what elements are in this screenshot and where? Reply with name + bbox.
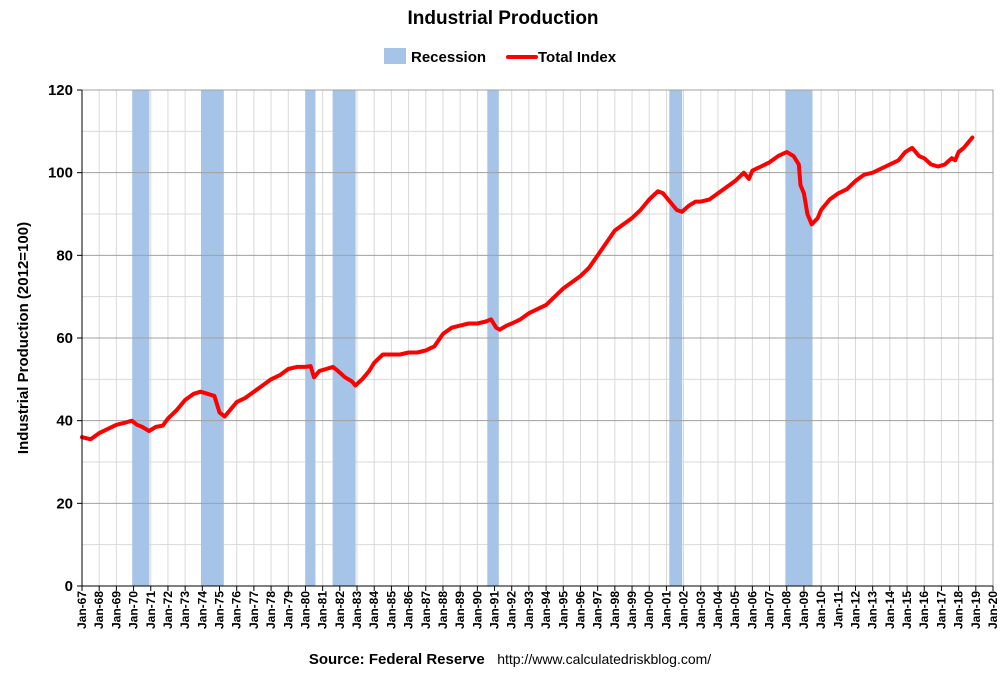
- x-tick-label: Jan-79: [281, 591, 295, 629]
- source-url[interactable]: http://www.calculatedriskblog.com/: [497, 651, 711, 667]
- y-tick-label: 120: [48, 82, 73, 99]
- x-tick-label: Jan-15: [900, 591, 914, 629]
- x-tick-label: Jan-78: [264, 591, 278, 629]
- plot-area: [80, 89, 994, 587]
- x-tick-label: Jan-68: [92, 591, 106, 629]
- x-tick-label: Jan-12: [848, 591, 862, 629]
- x-tick-label: Jan-84: [367, 591, 381, 629]
- x-tick-label: Jan-95: [556, 591, 570, 629]
- source-line: Source: Federal Reserve http://www.calcu…: [309, 651, 711, 668]
- y-axis-label: Industrial Production (2012=100): [15, 222, 32, 454]
- x-tick-label: Jan-02: [677, 591, 691, 629]
- x-tick-label: Jan-96: [573, 591, 587, 629]
- x-tick-label: Jan-03: [694, 591, 708, 629]
- x-tick-label: Jan-01: [659, 591, 673, 629]
- legend: Recession Total Index: [384, 48, 617, 66]
- major-grid: [82, 172, 993, 504]
- x-tick-label: Jan-81: [316, 591, 330, 629]
- x-tick-label: Jan-69: [109, 591, 123, 629]
- x-tick-label: Jan-82: [333, 591, 347, 629]
- x-tick-label: Jan-75: [213, 591, 227, 629]
- x-tick-label: Jan-77: [247, 591, 261, 629]
- legend-label-total-index: Total Index: [538, 49, 617, 66]
- source-label: Source: Federal Reserve: [309, 651, 485, 668]
- legend-swatch-recession: [384, 48, 406, 64]
- x-tick-label: Jan-06: [745, 591, 759, 629]
- x-tick-label: Jan-88: [436, 591, 450, 629]
- y-tick-label: 60: [56, 330, 73, 347]
- x-tick-label: Jan-08: [780, 591, 794, 629]
- x-tick-label: Jan-20: [986, 591, 1000, 629]
- x-tick-label: Jan-99: [625, 591, 639, 629]
- y-tick-label: 20: [56, 495, 73, 512]
- legend-label-recession: Recession: [411, 49, 486, 66]
- series-line-total-index: [80, 135, 975, 442]
- x-tick-label: Jan-04: [711, 591, 725, 629]
- x-tick-label: Jan-97: [591, 591, 605, 629]
- x-tick-label: Jan-19: [969, 591, 983, 629]
- x-tick-label: Jan-83: [350, 591, 364, 629]
- x-tick-label: Jan-86: [402, 591, 416, 629]
- x-tick-label: Jan-90: [470, 591, 484, 629]
- x-tick-label: Jan-16: [917, 591, 931, 629]
- x-tick-label: Jan-73: [178, 591, 192, 629]
- x-tick-label: Jan-07: [763, 591, 777, 629]
- y-tick-label: 100: [48, 165, 73, 182]
- x-tick-label: Jan-92: [505, 591, 519, 629]
- y-tick-labels: 0 20 40 60 80 100 120: [48, 82, 82, 595]
- x-tick-label: Jan-80: [298, 591, 312, 629]
- x-tick-label: Jan-70: [127, 591, 141, 629]
- x-tick-label: Jan-89: [453, 591, 467, 629]
- x-tick-label: Jan-17: [934, 591, 948, 629]
- x-tick-label: Jan-00: [642, 591, 656, 629]
- x-tick-label: Jan-13: [866, 591, 880, 629]
- y-tick-label: 0: [65, 578, 73, 595]
- x-tick-label: Jan-09: [797, 591, 811, 629]
- x-tick-label: Jan-14: [883, 591, 897, 629]
- x-tick-label: Jan-91: [488, 591, 502, 629]
- x-tick-label: Jan-10: [814, 591, 828, 629]
- x-tick-label: Jan-67: [75, 591, 89, 629]
- chart-title: Industrial Production: [407, 8, 598, 29]
- x-tick-label: Jan-76: [230, 591, 244, 629]
- x-tick-label: Jan-18: [952, 591, 966, 629]
- x-tick-label: Jan-85: [384, 591, 398, 629]
- x-tick-label: Jan-05: [728, 591, 742, 629]
- y-tick-label: 80: [56, 247, 73, 264]
- x-tick-label: Jan-98: [608, 591, 622, 629]
- y-tick-label: 40: [56, 413, 73, 430]
- x-tick-label: Jan-87: [419, 591, 433, 629]
- x-tick-labels: Jan-67 Jan-68 Jan-69 Jan-70 Jan-71 Jan-72 Jan-…: [75, 586, 1000, 629]
- x-tick-label: Jan-11: [831, 591, 845, 629]
- x-tick-label: Jan-72: [161, 591, 175, 629]
- x-tick-label: Jan-74: [195, 591, 209, 629]
- x-tick-label: Jan-93: [522, 591, 536, 629]
- x-tick-label: Jan-94: [539, 591, 553, 629]
- x-tick-label: Jan-71: [144, 591, 158, 629]
